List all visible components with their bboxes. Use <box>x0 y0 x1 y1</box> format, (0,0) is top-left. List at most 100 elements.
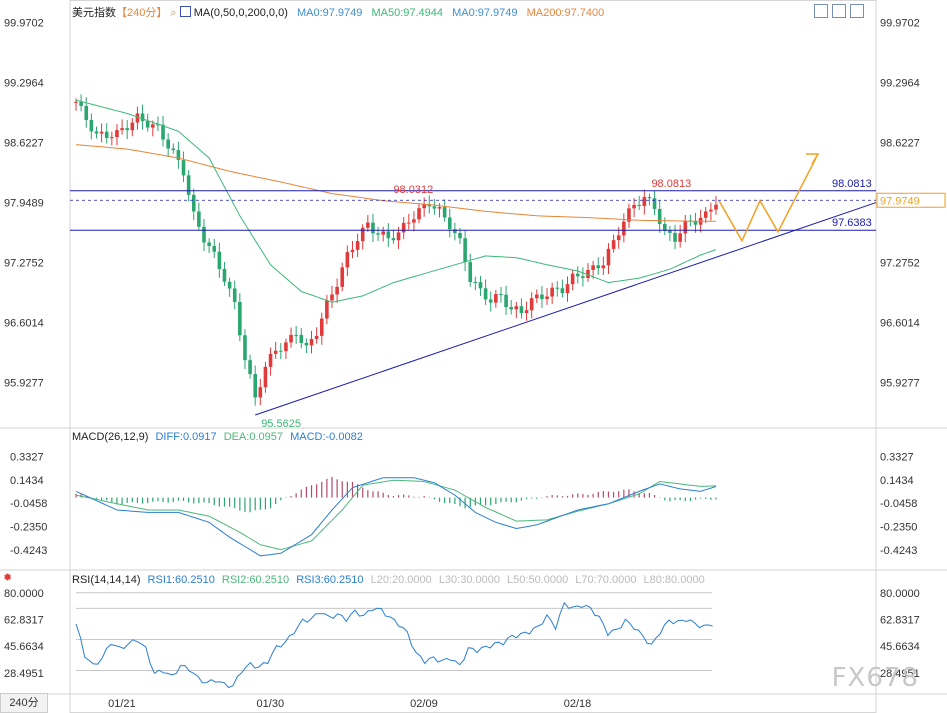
candle-body <box>202 226 206 243</box>
candle-body <box>294 334 298 336</box>
candle-body <box>191 194 196 212</box>
candle-body <box>268 353 273 367</box>
candle-body <box>145 121 150 128</box>
support-label: 97.6383 <box>832 217 872 229</box>
candle-body <box>156 124 160 126</box>
price-tick-left: 96.6014 <box>4 318 44 330</box>
candle-body <box>499 294 503 296</box>
candle-body <box>99 131 104 134</box>
ma0-value-2: MA0:97.9749 <box>452 7 518 19</box>
candle-body <box>120 128 124 131</box>
time-tick: 02/18 <box>564 698 592 710</box>
search-icon[interactable]: ⌕ <box>170 7 177 19</box>
candle-body <box>483 288 488 300</box>
candle-body <box>663 223 667 231</box>
dea-value: DEA:0.0957 <box>223 431 284 443</box>
rsi-header: RSI(14,14,14) RSI1:60.2510 RSI2:60.2510 … <box>72 574 705 586</box>
candle-body <box>473 281 478 283</box>
forecast-arrowhead <box>806 153 820 165</box>
rsi-tick-right: 62.8317 <box>880 614 920 626</box>
macd-tick-left: -0.0458 <box>10 498 47 510</box>
candle-body <box>442 207 447 218</box>
settings-gear-icon[interactable]: ✹ <box>3 572 13 584</box>
candle-body <box>135 113 140 123</box>
candle-body <box>401 222 406 233</box>
price-tick-left: 99.2964 <box>4 78 44 90</box>
candle-body <box>535 294 539 299</box>
rsi3-value: RSI3:60.2510 <box>296 574 364 586</box>
candle-body <box>683 220 688 234</box>
candle-body <box>345 252 350 268</box>
time-tick: 01/30 <box>257 698 285 710</box>
candle-body <box>330 294 334 301</box>
high-annotation-1: 98.0312 <box>393 184 433 196</box>
price-tick-right: 97.2752 <box>880 258 920 270</box>
period-button[interactable]: 240分 <box>0 693 48 713</box>
period-tag[interactable]: 【240分】 <box>116 7 168 19</box>
candle-body <box>550 287 554 297</box>
candle-body <box>693 221 698 225</box>
candle-body <box>319 318 324 336</box>
candle-body <box>524 310 529 314</box>
low-annotation: 95.5625 <box>261 418 301 430</box>
candle-body <box>458 233 462 239</box>
candle-body <box>616 235 621 241</box>
candle-body <box>422 204 426 209</box>
crosshair-icon[interactable] <box>814 4 828 18</box>
candle-body <box>391 238 396 241</box>
ma0-value: MA0:97.9749 <box>296 7 363 19</box>
candle-body <box>227 281 232 289</box>
candle-body <box>212 246 217 252</box>
candle-body <box>325 300 329 319</box>
l50-value: L50:50.0000 <box>507 574 569 586</box>
candle-body <box>161 124 165 140</box>
candle-body <box>273 350 278 354</box>
candle-body <box>504 294 508 308</box>
rsi1-value: RSI1:60.2510 <box>147 574 215 586</box>
candle-body <box>427 204 432 207</box>
ma-indicator-icon <box>179 6 191 17</box>
candle-body <box>238 301 242 336</box>
ma-name[interactable]: MA(0,50,0,200,0,0) <box>193 7 288 19</box>
price-tick-left: 99.9702 <box>4 18 44 30</box>
resistance-label: 98.0813 <box>832 178 872 190</box>
candle-body <box>606 248 611 266</box>
candle-body <box>565 284 570 294</box>
candle-body <box>611 240 616 249</box>
ma200-line <box>75 144 716 222</box>
price-tick-right: 96.6014 <box>880 318 920 330</box>
macd-tick-right: 0.3327 <box>880 451 914 463</box>
candle-body <box>555 287 560 289</box>
candle-body <box>314 335 319 339</box>
ma50-line <box>75 99 717 303</box>
fullscreen-icon[interactable] <box>832 4 846 18</box>
price-tick-right: 99.9702 <box>880 18 920 30</box>
candle-body <box>253 374 257 398</box>
current-price-label: 97.9749 <box>880 195 920 207</box>
macd-tick-left: 0.3327 <box>10 451 44 463</box>
macd-tick-right: -0.4243 <box>880 545 917 557</box>
candle-body <box>263 366 268 388</box>
chart-frame <box>69 0 877 713</box>
candle-body <box>186 175 191 195</box>
candle-body <box>284 342 288 352</box>
rsi-tick-left: 28.4951 <box>4 668 44 680</box>
candle-body <box>360 227 365 242</box>
candle-body <box>309 338 314 346</box>
rsi-name[interactable]: RSI(14,14,14) <box>72 574 141 586</box>
candle-body <box>709 209 713 212</box>
candle-body <box>222 269 227 282</box>
candle-body <box>468 262 473 282</box>
candle-body <box>381 231 385 235</box>
candle-body <box>596 265 601 269</box>
close-icon[interactable] <box>850 4 864 18</box>
candle-body <box>591 265 595 270</box>
candle-body <box>104 131 109 138</box>
candle-body <box>289 334 293 343</box>
candle-body <box>407 222 411 224</box>
macd-tick-left: 0.1434 <box>10 475 44 487</box>
macd-name[interactable]: MACD(26,12,9) <box>72 431 149 443</box>
candle-body <box>703 211 708 218</box>
candle-body <box>110 137 114 139</box>
